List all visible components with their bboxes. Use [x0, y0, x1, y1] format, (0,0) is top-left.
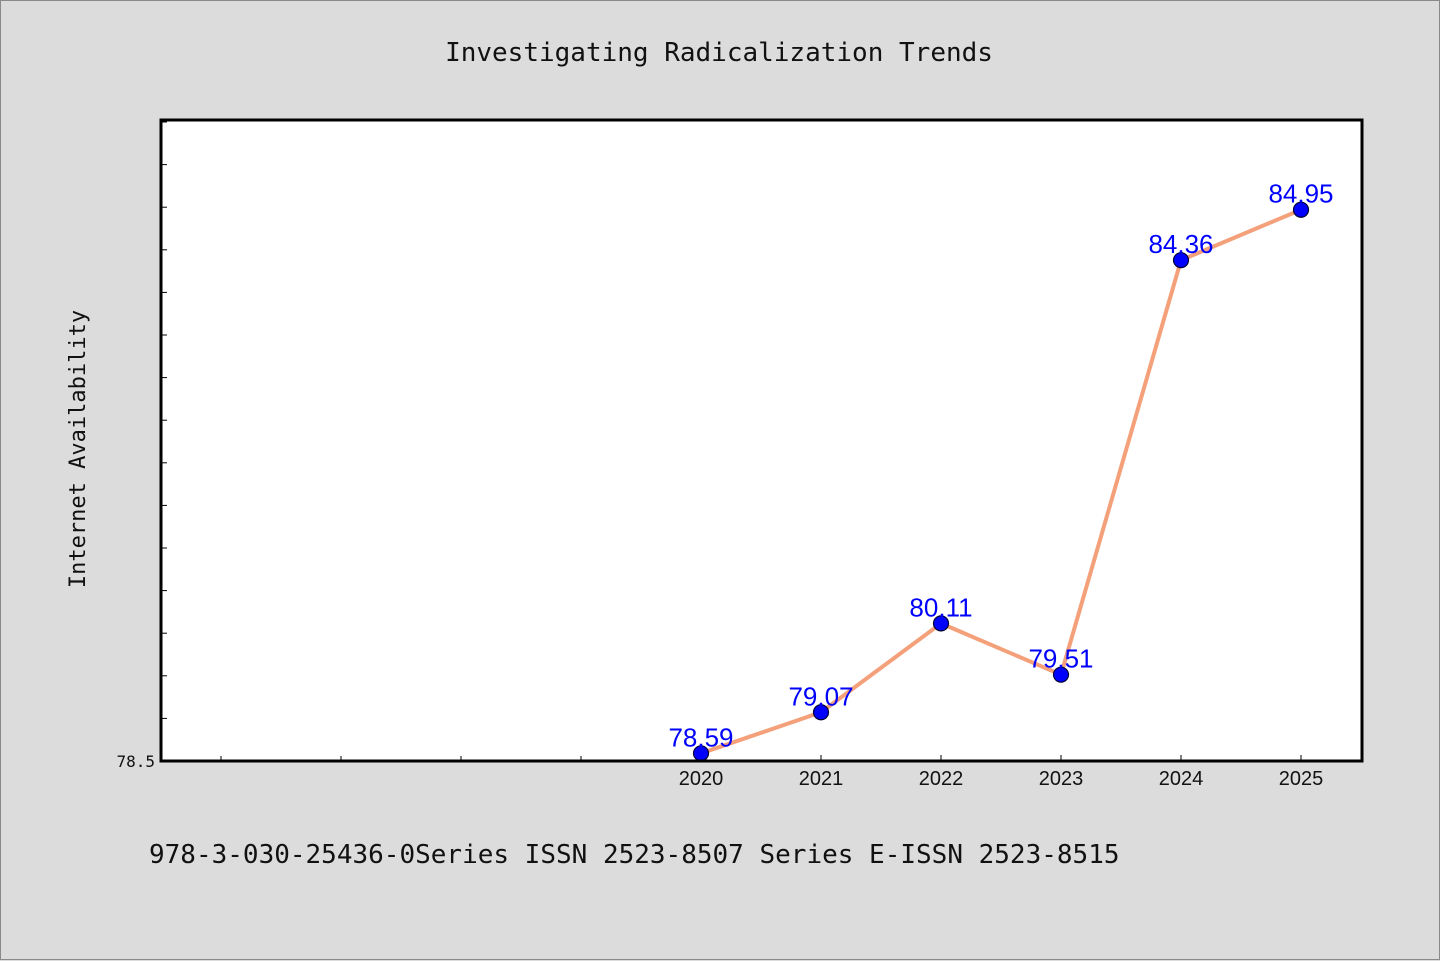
data-label: 84.95 — [1268, 179, 1333, 209]
series-line — [700, 207, 1302, 756]
data-point-marker — [932, 615, 950, 632]
x-tick-label: 2023 — [1039, 768, 1084, 790]
data-point-marker — [812, 704, 830, 721]
plot-border — [159, 118, 1364, 763]
data-labels: 78.59 79.07 80.11 79.51 84.36 84.95 — [668, 179, 1333, 753]
x-tick-label: 2020 — [679, 768, 724, 790]
data-point-marker — [1172, 252, 1190, 269]
x-tick-label: 2022 — [919, 768, 964, 790]
x-tick-label: 2024 — [1159, 768, 1204, 790]
series-markers — [692, 201, 1310, 762]
data-label: 84.36 — [1148, 229, 1213, 259]
data-label: 79.07 — [788, 681, 853, 711]
footer-isbn-text: 978-3-030-25436-0Series ISSN 2523-8507 S… — [149, 840, 1120, 870]
x-tick-label: 2021 — [799, 768, 844, 790]
y-axis-label: Internet Availability — [66, 310, 91, 588]
data-point-marker — [1292, 201, 1310, 218]
x-tick-label: 2025 — [1279, 768, 1324, 790]
data-point-marker — [1052, 666, 1070, 683]
plot-area — [161, 120, 1362, 761]
data-label: 80.11 — [909, 592, 972, 622]
chart-title: Investigating Radicalization Trends — [445, 38, 993, 68]
data-label: 78.59 — [668, 722, 733, 752]
y-tick-label: 78.5 — [116, 752, 155, 771]
data-label: 79.51 — [1028, 644, 1093, 674]
